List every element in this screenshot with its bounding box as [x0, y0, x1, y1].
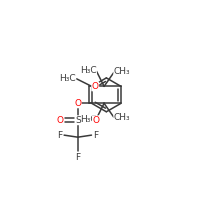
- Text: H₃C: H₃C: [80, 66, 97, 75]
- Text: O: O: [92, 116, 99, 125]
- Text: CH₃: CH₃: [114, 67, 130, 76]
- Text: O: O: [92, 82, 99, 91]
- Text: F: F: [75, 153, 80, 162]
- Text: H₃C: H₃C: [59, 74, 76, 83]
- Text: S: S: [75, 116, 81, 125]
- Text: H₃C: H₃C: [80, 115, 97, 124]
- Text: O: O: [74, 99, 81, 108]
- Text: O: O: [56, 116, 63, 125]
- Text: CH₃: CH₃: [114, 113, 130, 122]
- Text: F: F: [93, 131, 98, 140]
- Text: F: F: [57, 131, 63, 140]
